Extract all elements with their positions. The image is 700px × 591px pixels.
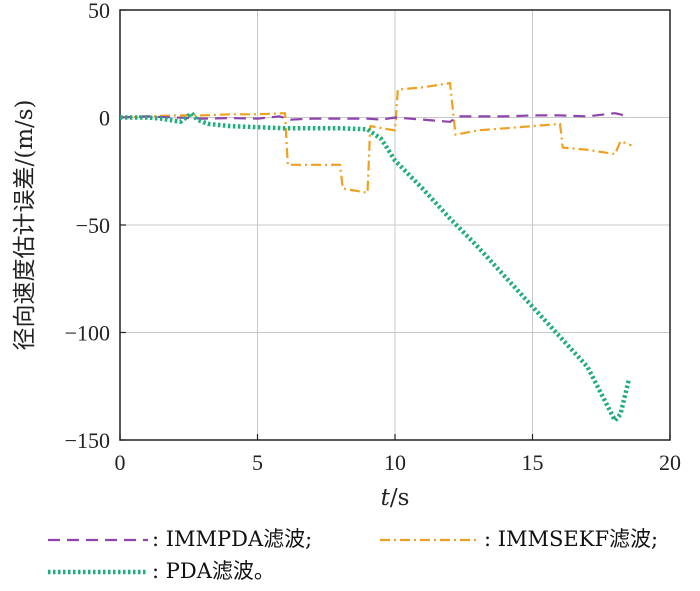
y-tick-label: −50 <box>76 213 110 238</box>
y-tick-label: −100 <box>65 321 110 346</box>
x-tick-label: 5 <box>252 450 263 475</box>
grid-lines <box>120 10 670 440</box>
series-group <box>119 81 632 423</box>
legend: : IMMPDA滤波; : IMMSEKF滤波; : PDA滤波。 <box>48 527 658 583</box>
legend-label-2: : PDA滤波。 <box>152 559 275 583</box>
x-axis-label-variable: t <box>381 485 391 511</box>
y-tick-label: −150 <box>65 428 110 453</box>
series-line-1 <box>119 81 632 194</box>
y-axis-label: 径向速度估计误差/(m/s) <box>12 99 38 350</box>
x-tick-label: 0 <box>115 450 126 475</box>
series-line-0 <box>119 112 630 123</box>
y-tick-label: 50 <box>88 0 110 23</box>
x-axis-label: t/s <box>381 485 410 511</box>
x-tick-label: 10 <box>384 450 406 475</box>
y-tick-label: 0 <box>99 106 110 131</box>
x-tick-label: 20 <box>659 450 681 475</box>
series-line-2 <box>120 110 631 423</box>
x-tick-label: 15 <box>522 450 544 475</box>
legend-label-1: : IMMSEKF滤波; <box>484 527 658 551</box>
legend-label-0: : IMMPDA滤波; <box>152 527 312 551</box>
x-axis-label-unit: /s <box>390 485 410 511</box>
ticks: 0 5 10 15 20 50 0 −50 −100 −150 <box>65 0 681 475</box>
